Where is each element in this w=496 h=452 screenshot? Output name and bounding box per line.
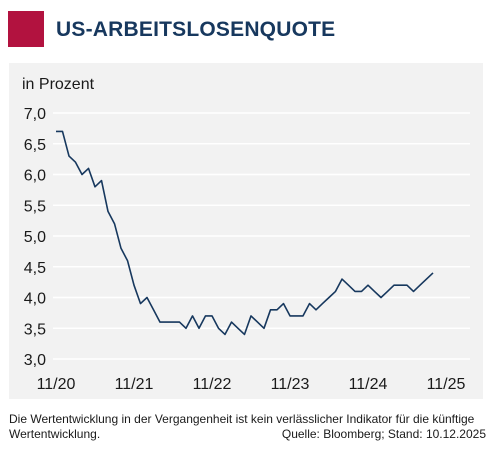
disclaimer-text: Die Wertentwicklung in der Vergangenheit… xyxy=(9,412,475,441)
source-text: Quelle: Bloomberg; Stand: 10.12.2025 xyxy=(281,427,486,441)
x-tick-label: 11/21 xyxy=(115,376,154,393)
x-tick-label: 11/24 xyxy=(349,376,388,393)
x-tick-label: 11/23 xyxy=(271,376,310,393)
y-tick-label: 5,5 xyxy=(24,198,46,215)
unemployment-rate-line xyxy=(56,130,434,336)
grid-lines xyxy=(53,112,470,360)
y-tick-label: 6,0 xyxy=(24,168,46,185)
y-tick-label: 6,5 xyxy=(24,137,46,154)
chart-panel xyxy=(9,63,483,399)
y-tick-label: 7,0 xyxy=(24,106,46,123)
x-tick-label: 11/20 xyxy=(37,376,76,393)
y-tick-label: 3,0 xyxy=(24,352,46,369)
y-tick-label: 5,0 xyxy=(24,229,46,246)
x-tick-label: 11/25 xyxy=(427,376,466,393)
chart-title: US-ARBEITSLOSENQUOTE xyxy=(56,18,336,41)
y-tick-label: 4,0 xyxy=(24,291,46,308)
x-tick-labels: 11/20 11/21 11/22 11/23 11/24 11/25 xyxy=(37,376,466,393)
brand-square xyxy=(8,11,44,47)
y-axis-unit-label: in Prozent xyxy=(22,76,95,93)
y-tick-labels: 7,0 6,5 6,0 5,5 5,0 4,5 4,0 3,5 3,0 xyxy=(24,106,46,369)
x-tick-label: 11/22 xyxy=(193,376,232,393)
y-tick-label: 4,5 xyxy=(24,260,46,277)
y-tick-label: 3,5 xyxy=(24,321,46,338)
